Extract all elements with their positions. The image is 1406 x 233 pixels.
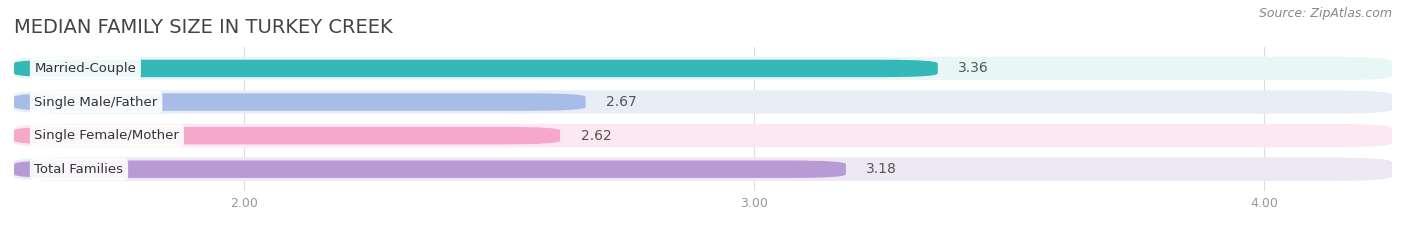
FancyBboxPatch shape [14, 93, 586, 111]
Text: 3.18: 3.18 [866, 162, 897, 176]
Text: Single Male/Father: Single Male/Father [35, 96, 157, 109]
FancyBboxPatch shape [14, 124, 1392, 147]
Text: MEDIAN FAMILY SIZE IN TURKEY CREEK: MEDIAN FAMILY SIZE IN TURKEY CREEK [14, 18, 392, 37]
FancyBboxPatch shape [14, 158, 1392, 181]
FancyBboxPatch shape [14, 57, 1392, 80]
FancyBboxPatch shape [14, 90, 1392, 114]
Text: 3.36: 3.36 [957, 62, 988, 75]
Text: Single Female/Mother: Single Female/Mother [35, 129, 180, 142]
Text: Total Families: Total Families [35, 163, 124, 176]
Text: 2.67: 2.67 [606, 95, 637, 109]
Text: 2.62: 2.62 [581, 129, 612, 143]
Text: Married-Couple: Married-Couple [35, 62, 136, 75]
FancyBboxPatch shape [14, 127, 560, 144]
Text: Source: ZipAtlas.com: Source: ZipAtlas.com [1258, 7, 1392, 20]
FancyBboxPatch shape [14, 60, 938, 77]
FancyBboxPatch shape [14, 161, 846, 178]
